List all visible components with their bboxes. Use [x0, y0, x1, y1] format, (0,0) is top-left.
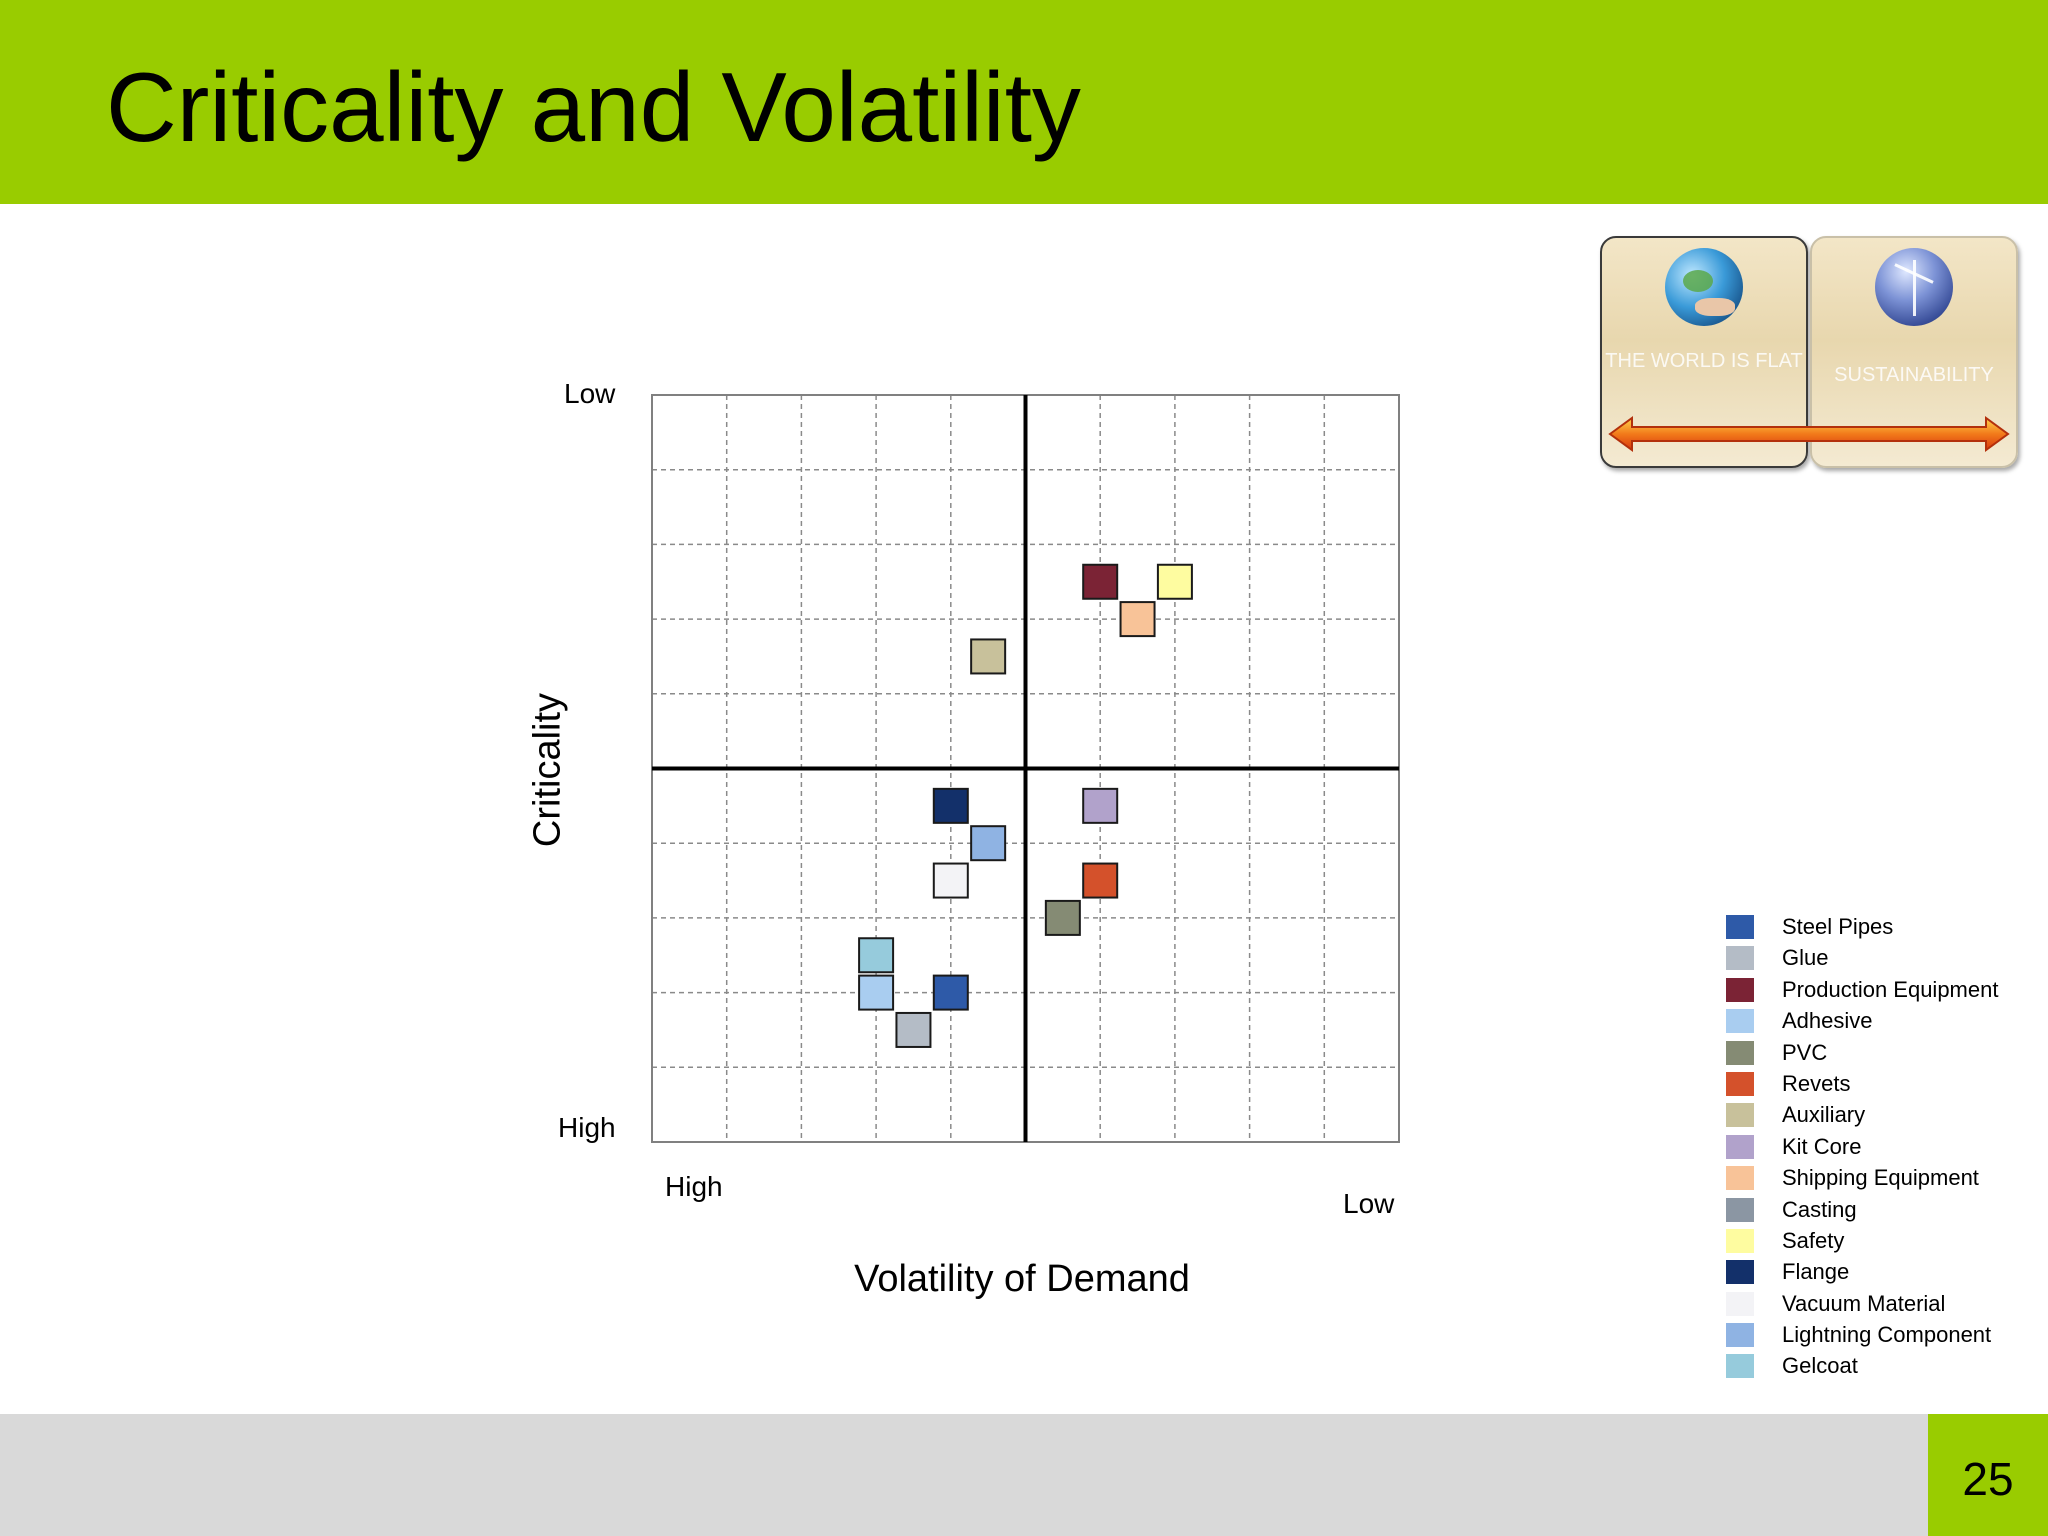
legend-swatch: [1726, 1260, 1754, 1285]
page-number-box: 25: [1928, 1414, 2048, 1536]
legend-swatch: [1726, 1228, 1754, 1253]
data-point-production-equipment: [1082, 563, 1119, 600]
y-tick-top-label: Low: [564, 378, 616, 409]
legend-label: Casting: [1782, 1196, 1857, 1222]
legend-swatch: [1726, 946, 1754, 971]
legend-label: Glue: [1782, 945, 1829, 971]
legend-swatch: [1726, 1323, 1754, 1348]
legend-label: Production Equipment: [1782, 976, 1999, 1002]
data-point-vacuum-material: [932, 862, 969, 899]
legend-label: Vacuum Material: [1782, 1290, 1946, 1316]
data-point-auxiliary: [970, 638, 1007, 675]
legend-swatch: [1726, 1040, 1754, 1065]
data-point-lightning-component: [970, 825, 1007, 862]
data-point-safety: [1156, 563, 1193, 600]
world-is-flat-label: THE WORLD IS FLAT: [1605, 350, 1803, 372]
legend-label: Auxiliary: [1782, 1102, 1866, 1128]
legend-label: Lightning Component: [1782, 1322, 1992, 1348]
legend-swatch: [1726, 1103, 1754, 1128]
legend-swatch: [1726, 915, 1754, 939]
x-tick-right-label: Low: [1343, 1188, 1395, 1219]
theme-badge: THE WORLD IS FLAT SUSTAINABILITY: [1600, 236, 2018, 468]
data-point-gelcoat: [858, 937, 895, 974]
legend-label: Revets: [1782, 1070, 1851, 1096]
y-tick-bottom-label: High: [558, 1112, 616, 1143]
data-point-flange: [932, 787, 969, 824]
x-tick-left-label: High: [665, 1171, 723, 1202]
data-point-adhesive: [858, 974, 895, 1011]
data-point-shipping-equipment: [1119, 601, 1156, 638]
header-bar: Criticality and Volatility: [0, 0, 2048, 204]
legend-swatch: [1726, 1009, 1754, 1034]
data-point-steel-pipes: [932, 974, 969, 1011]
legend-label: Kit Core: [1782, 1133, 1862, 1159]
legend-label: PVC: [1782, 1039, 1828, 1065]
sustainability-label: SUSTAINABILITY: [1834, 364, 1994, 386]
legend-swatch: [1726, 1197, 1754, 1222]
points-layer: [858, 563, 1193, 1048]
data-point-revets: [1082, 862, 1119, 899]
data-point-kit-core: [1082, 787, 1119, 824]
legend-label: Shipping Equipment: [1782, 1165, 1979, 1191]
legend-swatch: [1726, 1134, 1754, 1159]
legend-swatch: [1726, 1291, 1754, 1316]
legend-swatch: [1726, 1354, 1754, 1379]
double-arrow-icon: [1608, 416, 2010, 452]
x-axis-label: Volatility of Demand: [854, 1258, 1190, 1300]
footer-bar: [0, 1414, 2048, 1536]
legend-label: Gelcoat: [1782, 1353, 1858, 1379]
data-point-pvc: [1044, 899, 1081, 936]
legend-swatch: [1726, 1071, 1754, 1096]
legend-label: Safety: [1782, 1227, 1845, 1253]
legend-label: Steel Pipes: [1782, 914, 1894, 939]
page-number: 25: [1962, 1453, 2014, 1505]
grid-layer: [651, 394, 1400, 1143]
legend-label: Adhesive: [1782, 1008, 1873, 1034]
legend-swatch: [1726, 1166, 1754, 1191]
page-title: Criticality and Volatility: [106, 52, 1081, 162]
wind-turbine-globe-icon: [1875, 248, 1953, 326]
legend-swatch: [1726, 977, 1754, 1002]
legend-label: Flange: [1782, 1259, 1850, 1285]
data-point-glue: [895, 1011, 932, 1048]
globe-hand-icon: [1665, 248, 1743, 326]
